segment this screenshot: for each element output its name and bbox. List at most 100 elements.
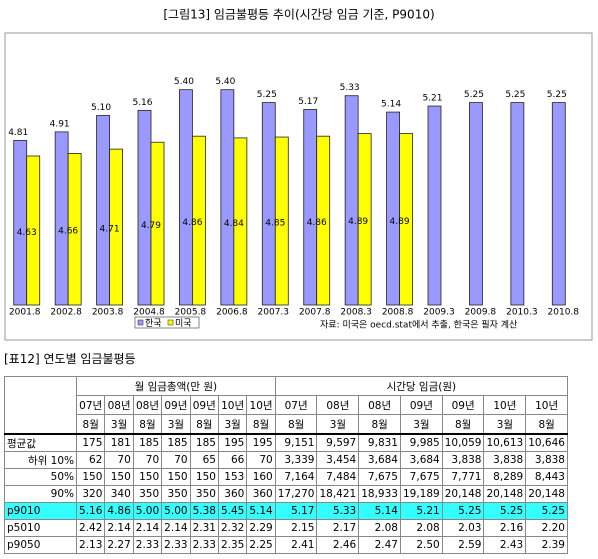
cell: 18,933 [358, 485, 401, 503]
bar [26, 155, 41, 306]
bar [274, 136, 289, 306]
data-label: 5.16 [132, 98, 152, 108]
data-label: 4.66 [58, 227, 78, 237]
year-header: 09년 [399, 395, 443, 415]
month-header: 3월 [316, 414, 360, 435]
cell: 2.25 [246, 536, 276, 554]
year-header: 09년 [441, 395, 485, 415]
cell: 5.00 [161, 502, 191, 520]
data-label: 4.86 [307, 218, 327, 228]
chart: [그림13] 임금불평등 추이(시간당 임금 기준, P9010) 2001.8… [4, 8, 593, 341]
month-header: 3월 [161, 414, 191, 435]
cell: 8,289 [483, 468, 527, 486]
month-header: 8월 [189, 414, 219, 435]
cell: 2.14 [132, 519, 163, 537]
cell: 195 [217, 433, 248, 452]
cell: 350 [161, 485, 191, 503]
cell: 3,339 [274, 451, 318, 469]
data-label: 4.71 [100, 225, 120, 235]
cell: 2.17 [316, 519, 360, 537]
bar [150, 141, 165, 306]
row-label: 50% [4, 468, 77, 486]
month-header: 8월 [358, 414, 401, 435]
bar [233, 137, 248, 306]
cell: 70 [161, 451, 191, 469]
data-label: 5.40 [215, 77, 235, 87]
cell: 3,838 [525, 451, 568, 469]
cell: 350 [189, 485, 219, 503]
cell: 7,771 [441, 468, 485, 486]
bar [261, 102, 276, 306]
cell: 2.33 [189, 536, 219, 554]
data-label: 5.21 [422, 94, 442, 104]
year-header: 07년 [274, 395, 318, 415]
group-header: 시간당 임금(원) [274, 376, 568, 396]
cell: 3,684 [399, 451, 443, 469]
cell: 2.20 [525, 519, 568, 537]
cell: 19,189 [399, 485, 443, 503]
chart-frame [4, 32, 593, 341]
cell: 5.25 [525, 502, 568, 520]
cell: 2.15 [274, 519, 318, 537]
cell: 2.46 [316, 536, 360, 554]
bar [137, 109, 152, 306]
cell: 3,838 [483, 451, 527, 469]
cell: 195 [246, 433, 276, 452]
bar [427, 105, 442, 306]
cell: 150 [189, 468, 219, 486]
data-label: 4.79 [141, 221, 161, 231]
month-header: 8월 [75, 414, 106, 435]
header-row: 07년 08년 08년 09년 09년 10년 10년 07년 08년 08년 09년 09년 10년 1… [5, 395, 568, 415]
bar [67, 153, 82, 306]
cell: 4.86 [104, 502, 134, 520]
x-tick-label: 2005.8 [175, 308, 207, 318]
month-header: 8월 [132, 414, 163, 435]
legend-label: 한국 [145, 318, 162, 329]
year-header: 09년 [189, 395, 219, 415]
bar [399, 133, 413, 306]
bar [386, 111, 400, 306]
year-header: 08년 [132, 395, 163, 415]
cell: 20,148 [441, 485, 485, 503]
x-tick-label: 2009.8 [465, 308, 497, 318]
data-label: 5.10 [91, 103, 111, 113]
cell: 2.33 [132, 536, 163, 554]
cell: 181 [104, 433, 134, 452]
table-title: [표12] 연도별 임금불평등 [4, 352, 136, 366]
x-tick-label: 2001.8 [9, 308, 41, 318]
data-row: 50% 150 150 150 150 150 153 160 7,164 7,484 7,675 7… [4, 468, 568, 486]
cell: 320 [75, 485, 106, 503]
x-tick-label: 2008.3 [340, 308, 372, 318]
bar [303, 109, 318, 306]
cell: 5.17 [274, 502, 318, 520]
bar [510, 102, 525, 306]
data-label: 5.25 [464, 90, 484, 100]
cell: 18,421 [316, 485, 360, 503]
data-label: 5.40 [174, 77, 194, 87]
cell: 66 [217, 451, 248, 469]
cell: 360 [246, 485, 276, 503]
month-header: 8월 [246, 414, 276, 435]
legend-swatch [137, 319, 144, 326]
year-header: 10년 [483, 395, 527, 415]
header-row: 8월 3월 8월 3월 8월 3월 8월 8월 3월 8월 3월 8월 3월 8월 [5, 414, 568, 435]
bar [551, 102, 566, 306]
cell: 185 [189, 433, 219, 452]
year-header: 08년 [358, 395, 401, 415]
cell: 70 [132, 451, 163, 469]
cell: 175 [75, 433, 106, 452]
cell: 340 [104, 485, 134, 503]
bar [220, 89, 235, 306]
cell: 70 [246, 451, 276, 469]
cell: 8,443 [525, 468, 568, 486]
bar [344, 95, 359, 306]
month-header: 3월 [217, 414, 248, 435]
table: 월 임금총액(만 원) 시간당 임금(원) 07년 08년 08년 09년 09년 10년 10… [4, 376, 568, 554]
cell: 7,675 [358, 468, 401, 486]
cell: 2.14 [161, 519, 191, 537]
cell: 2.32 [217, 519, 248, 537]
bar [54, 131, 69, 306]
cell: 150 [132, 468, 163, 486]
x-tick-label: 2004.8 [133, 308, 165, 318]
cell: 3,838 [441, 451, 485, 469]
